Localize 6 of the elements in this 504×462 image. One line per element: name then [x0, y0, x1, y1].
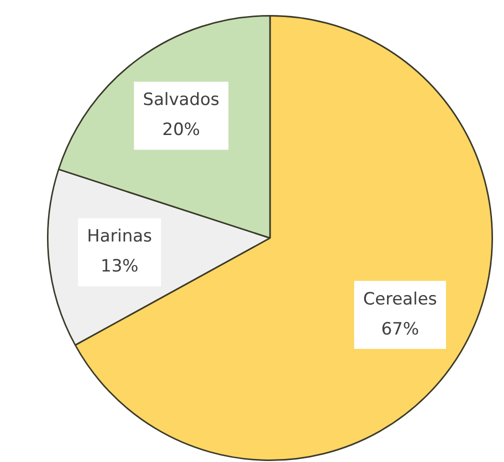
data-label: 67% — [381, 319, 419, 340]
slice-label: Harinas — [87, 226, 152, 247]
data-label: 13% — [100, 256, 138, 277]
data-label: 20% — [162, 120, 200, 140]
slice-label: Cereales — [363, 289, 438, 310]
slice-label: Salvados — [142, 90, 220, 110]
